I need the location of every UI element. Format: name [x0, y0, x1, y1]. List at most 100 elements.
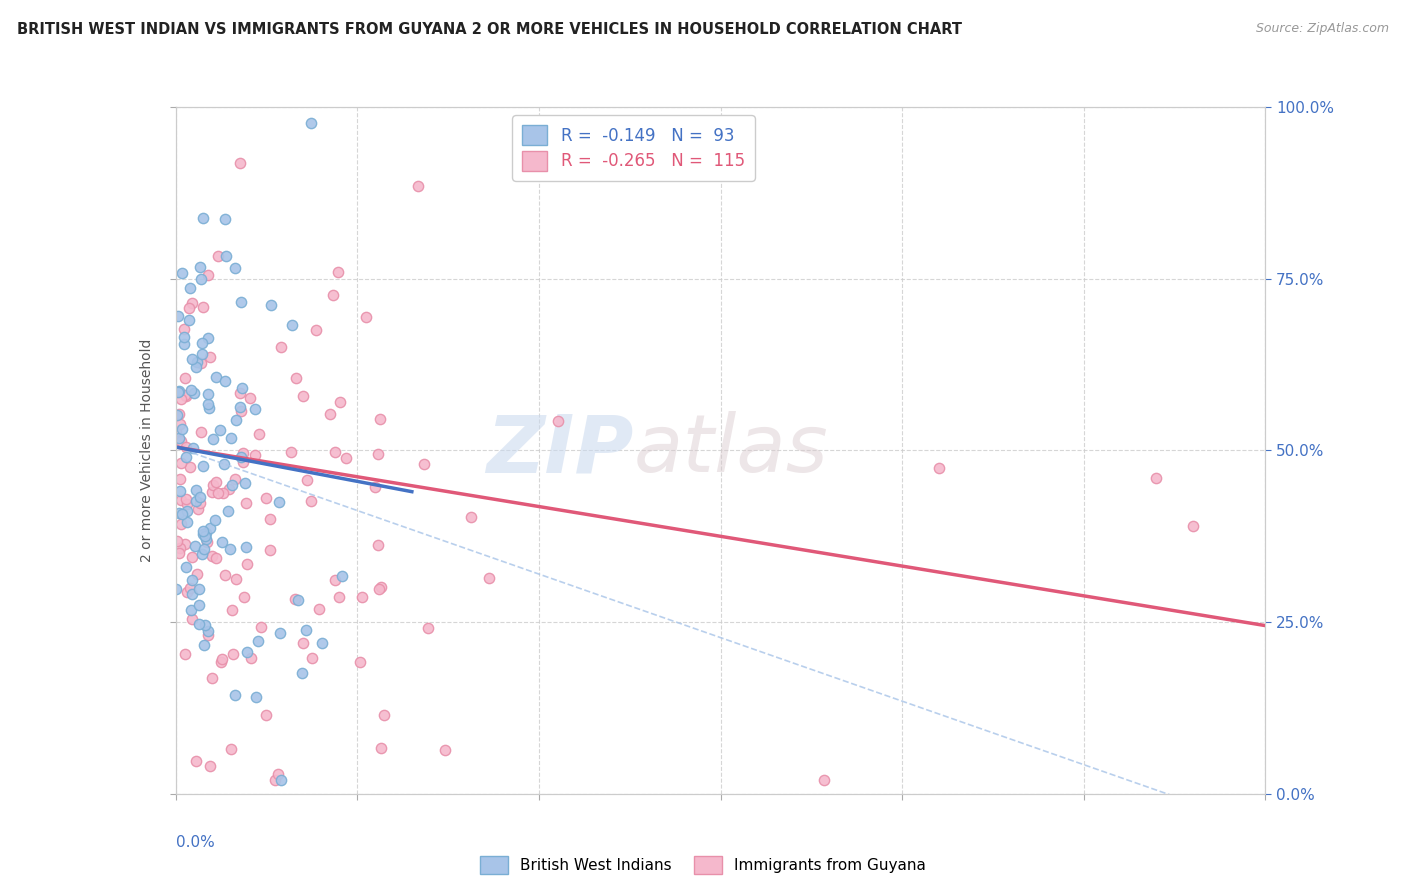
Point — [433, 743, 456, 757]
Point — [219, 431, 242, 445]
Point — [181, 549, 204, 564]
Point — [191, 459, 214, 474]
Point — [169, 541, 191, 556]
Point — [349, 656, 371, 670]
Point — [173, 330, 195, 344]
Point — [193, 527, 215, 541]
Point — [173, 648, 195, 662]
Point — [214, 374, 236, 388]
Point — [174, 371, 197, 385]
Point — [928, 460, 950, 475]
Point — [280, 444, 302, 458]
Point — [169, 517, 191, 532]
Point — [233, 475, 256, 490]
Point — [214, 211, 236, 226]
Point — [221, 477, 243, 491]
Point — [184, 483, 207, 497]
Point — [214, 567, 236, 582]
Point — [264, 773, 287, 788]
Point — [181, 587, 204, 601]
Point — [323, 444, 346, 458]
Point — [202, 478, 225, 492]
Point — [198, 758, 221, 772]
Point — [195, 532, 218, 546]
Point — [166, 533, 188, 548]
Point — [352, 590, 374, 604]
Point — [194, 529, 217, 543]
Point — [197, 628, 219, 642]
Point — [194, 618, 217, 632]
Point — [335, 450, 357, 465]
Point — [179, 460, 201, 475]
Point — [212, 457, 235, 471]
Text: ZIP: ZIP — [486, 411, 633, 490]
Point — [190, 272, 212, 286]
Point — [180, 573, 202, 587]
Point — [188, 490, 211, 504]
Point — [246, 634, 269, 648]
Point — [204, 513, 226, 527]
Point — [260, 298, 283, 312]
Point — [259, 543, 281, 558]
Point — [330, 569, 353, 583]
Point — [169, 417, 191, 431]
Point — [225, 413, 247, 427]
Point — [209, 655, 232, 669]
Point — [304, 323, 326, 337]
Point — [266, 766, 288, 780]
Point — [176, 584, 198, 599]
Point — [233, 591, 256, 605]
Point — [460, 509, 482, 524]
Point — [311, 636, 333, 650]
Point — [373, 708, 395, 723]
Point — [295, 624, 318, 638]
Point — [235, 496, 257, 510]
Point — [270, 773, 292, 788]
Point — [167, 431, 190, 445]
Point — [191, 300, 214, 314]
Point — [167, 507, 190, 521]
Point — [328, 265, 350, 279]
Point — [201, 485, 224, 500]
Point — [478, 571, 501, 585]
Point — [228, 400, 250, 414]
Point — [176, 516, 198, 530]
Point — [193, 638, 215, 652]
Point — [225, 572, 247, 586]
Point — [228, 156, 250, 170]
Point — [180, 351, 202, 366]
Point — [299, 116, 322, 130]
Point — [292, 388, 315, 402]
Point — [195, 535, 218, 549]
Point — [188, 616, 211, 631]
Point — [235, 645, 257, 659]
Point — [222, 647, 245, 661]
Point — [354, 310, 377, 325]
Point — [236, 557, 259, 571]
Point — [367, 447, 389, 461]
Point — [215, 249, 238, 263]
Point — [229, 295, 252, 310]
Point — [254, 491, 277, 506]
Text: atlas: atlas — [633, 411, 828, 490]
Point — [211, 535, 233, 549]
Point — [200, 350, 222, 364]
Point — [169, 483, 191, 498]
Point — [231, 381, 253, 395]
Point — [201, 671, 224, 685]
Point — [174, 491, 197, 506]
Point — [224, 688, 246, 702]
Point — [167, 407, 190, 421]
Point — [284, 371, 307, 385]
Point — [1181, 519, 1204, 533]
Point — [190, 335, 212, 350]
Point — [224, 260, 246, 275]
Point — [299, 493, 322, 508]
Point — [191, 347, 214, 361]
Point — [180, 296, 202, 310]
Point — [323, 573, 346, 587]
Point — [239, 651, 262, 665]
Point — [174, 440, 197, 454]
Point — [322, 288, 344, 302]
Point — [218, 482, 240, 496]
